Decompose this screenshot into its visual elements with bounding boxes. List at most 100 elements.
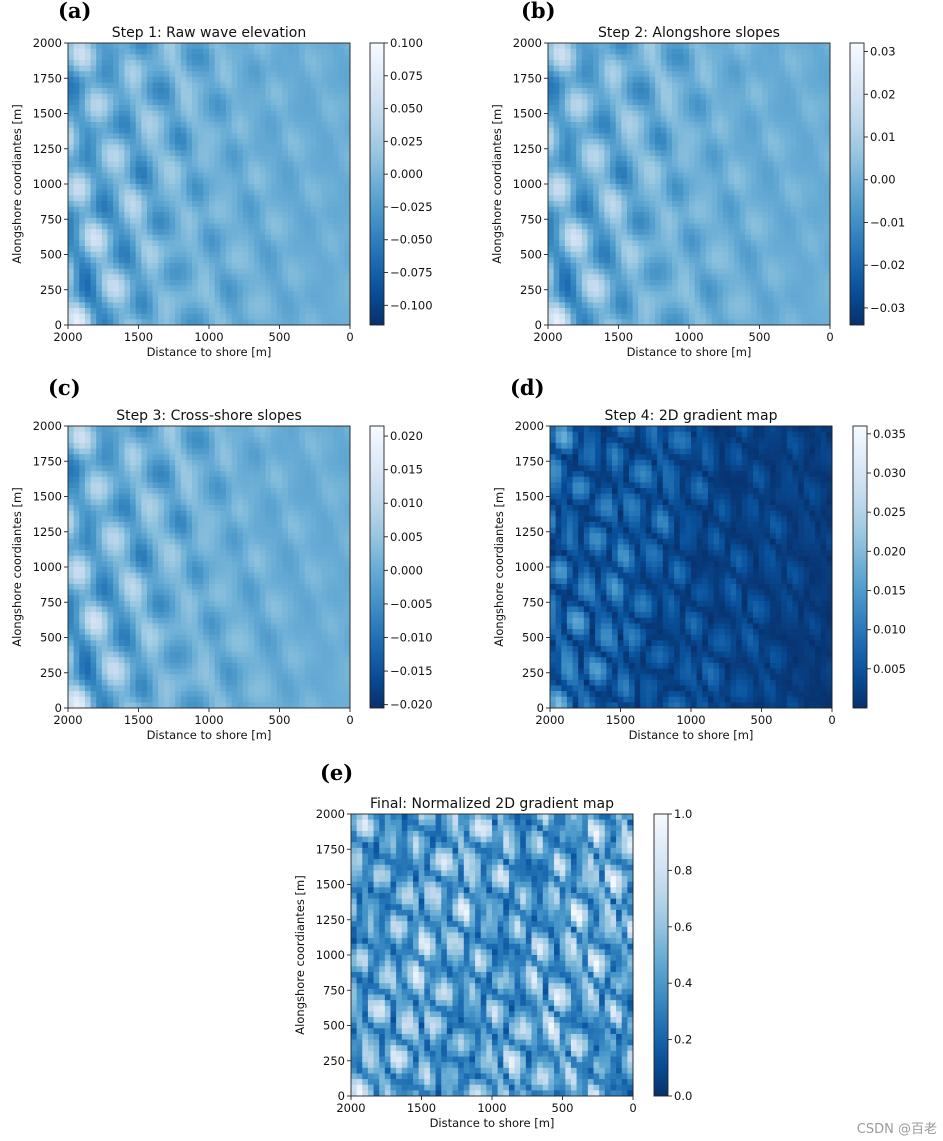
heatmap-cell (282, 172, 289, 179)
heatmap-cell (581, 302, 588, 309)
heatmap-cell (299, 285, 306, 292)
heatmap-cell (604, 257, 611, 264)
heatmap-cells (548, 43, 831, 326)
heatmap-cell (643, 99, 650, 106)
heatmap-cell (231, 229, 238, 236)
heatmap-cell (130, 184, 137, 191)
heatmap-cell (728, 105, 735, 112)
heatmap-cell (259, 93, 266, 100)
heatmap-cell (581, 82, 588, 89)
heatmap-cell (259, 150, 266, 157)
heatmap-cell (604, 200, 611, 207)
heatmap-cell (79, 285, 86, 292)
heatmap-cell (779, 116, 786, 123)
heatmap-cell (96, 71, 103, 78)
heatmap-cell (299, 105, 306, 112)
heatmap-cell (124, 302, 131, 309)
heatmap-cell (84, 59, 91, 66)
heatmap-cell (118, 99, 125, 106)
heatmap-cell (779, 296, 786, 303)
heatmap-cell (553, 319, 560, 326)
heatmap-cell (722, 59, 729, 66)
heatmap-cell (124, 257, 131, 264)
heatmap-cell (587, 189, 594, 196)
heatmap-cell (248, 212, 255, 219)
heatmap-cell (689, 319, 696, 326)
heatmap-cell (801, 291, 808, 298)
heatmap-cell (271, 133, 278, 140)
heatmap-cell (101, 110, 108, 117)
heatmap-cell (767, 246, 774, 253)
heatmap-cell (271, 155, 278, 162)
heatmap-cell (559, 279, 566, 286)
heatmap-cell (225, 105, 232, 112)
heatmap-cell (677, 59, 684, 66)
heatmap-cell (553, 133, 560, 140)
heatmap-cell (321, 121, 328, 128)
heatmap-cell (242, 240, 249, 247)
heatmap-cell (73, 110, 80, 117)
heatmap-cell (739, 133, 746, 140)
heatmap-cell (638, 110, 645, 117)
heatmap-cell (689, 291, 696, 298)
heatmap-cell (570, 313, 577, 320)
heatmap-cell (767, 262, 774, 269)
heatmap-cell (333, 138, 340, 145)
heatmap-cell (135, 99, 142, 106)
heatmap-cell (321, 268, 328, 275)
heatmap-cell (146, 251, 153, 258)
heatmap-cell (734, 279, 741, 286)
heatmap-cell (209, 206, 216, 213)
heatmap-cell (68, 184, 75, 191)
heatmap-cell (248, 246, 255, 253)
heatmap-cell (107, 195, 114, 202)
heatmap-cell (587, 234, 594, 241)
heatmap-cell (818, 167, 825, 174)
heatmap-cell (333, 319, 340, 326)
heatmap-cell (146, 43, 153, 50)
heatmap-cell (248, 200, 255, 207)
heatmap-cell (751, 121, 758, 128)
heatmap-cell (197, 279, 204, 286)
heatmap-cell (632, 71, 639, 78)
heatmap-cell (790, 167, 797, 174)
heatmap-cell (756, 291, 763, 298)
heatmap-cell (242, 161, 249, 168)
heatmap-cell (209, 48, 216, 55)
heatmap-cell (169, 150, 176, 157)
heatmap-cell (146, 296, 153, 303)
heatmap-cell (130, 88, 137, 95)
heatmap-cell (705, 54, 712, 61)
heatmap-cell (118, 229, 125, 236)
heatmap-cell (282, 200, 289, 207)
heatmap-cell (581, 212, 588, 219)
heatmap-cell (638, 296, 645, 303)
heatmap-cell (694, 71, 701, 78)
heatmap-cell (570, 150, 577, 157)
heatmap-cell (739, 65, 746, 72)
heatmap-cell (762, 240, 769, 247)
colorbar (369, 42, 385, 326)
heatmap-cell (655, 172, 662, 179)
heatmap-cell (689, 184, 696, 191)
heatmap-cell (287, 65, 294, 72)
heatmap-cell (796, 257, 803, 264)
heatmap-cell (779, 319, 786, 326)
heatmap-cell (728, 206, 735, 213)
heatmap-cell (610, 167, 617, 174)
heatmap-cell (130, 274, 137, 281)
heatmap-cell (632, 138, 639, 145)
heatmap-cell (632, 110, 639, 117)
heatmap-cell (113, 195, 120, 202)
heatmap-cell (784, 195, 791, 202)
heatmap-cell (124, 161, 131, 168)
heatmap-cell (779, 217, 786, 224)
heatmap-cell (570, 99, 577, 106)
heatmap-cell (756, 161, 763, 168)
heatmap-cell (203, 234, 210, 241)
heatmap-cell (259, 172, 266, 179)
heatmap-cell (672, 93, 679, 100)
heatmap-cell (84, 99, 91, 106)
heatmap-cell (338, 93, 345, 100)
heatmap-cell (559, 82, 566, 89)
